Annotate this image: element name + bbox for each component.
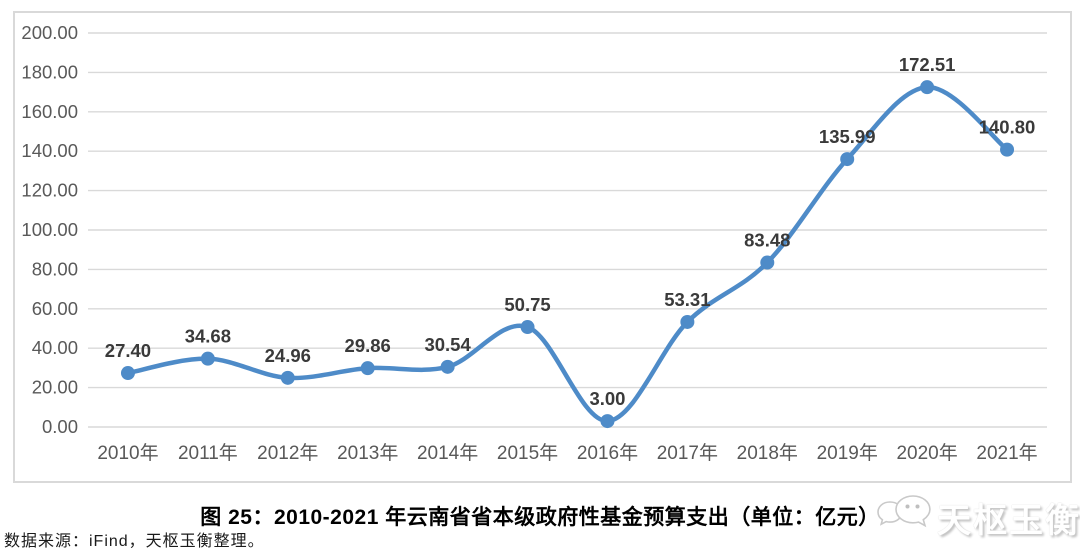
x-tick-label: 2013年 bbox=[337, 442, 398, 464]
data-point bbox=[760, 255, 775, 270]
chart-frame bbox=[13, 11, 1072, 483]
chart-caption: 图 25：2010-2021 年云南省省本级政府性基金预算支出（单位：亿元） bbox=[200, 506, 880, 529]
data-label: 24.96 bbox=[265, 345, 311, 366]
data-point bbox=[920, 80, 935, 95]
x-tick-label: 2019年 bbox=[817, 442, 878, 464]
data-point bbox=[600, 414, 615, 429]
y-tick-label: 60.00 bbox=[32, 298, 78, 319]
data-point bbox=[280, 370, 295, 385]
data-label: 27.40 bbox=[105, 340, 151, 361]
x-tick-label: 2012年 bbox=[257, 442, 318, 464]
data-label: 50.75 bbox=[504, 294, 550, 315]
y-tick-label: 160.00 bbox=[21, 101, 78, 122]
y-tick-label: 120.00 bbox=[21, 180, 78, 201]
data-label: 172.51 bbox=[899, 54, 956, 75]
y-tick-label: 180.00 bbox=[21, 61, 78, 82]
data-point bbox=[1000, 142, 1015, 157]
data-point bbox=[520, 320, 535, 335]
x-tick-label: 2018年 bbox=[737, 442, 798, 464]
y-tick-label: 200.00 bbox=[21, 22, 78, 43]
x-tick-label: 2011年 bbox=[178, 442, 238, 464]
data-point bbox=[360, 361, 375, 376]
x-tick-label: 2015年 bbox=[497, 442, 558, 464]
data-source-note: 数据来源：iFind，天枢玉衡整理。 bbox=[4, 533, 265, 550]
y-tick-label: 80.00 bbox=[32, 258, 78, 279]
data-point bbox=[200, 351, 215, 366]
data-label: 53.31 bbox=[664, 289, 710, 310]
y-tick-label: 0.00 bbox=[42, 416, 78, 437]
data-label: 34.68 bbox=[185, 326, 231, 347]
x-tick-label: 2016年 bbox=[577, 442, 638, 464]
data-label: 83.48 bbox=[744, 230, 790, 251]
data-label: 30.54 bbox=[424, 334, 471, 355]
data-point bbox=[120, 366, 135, 381]
data-label: 29.86 bbox=[345, 335, 391, 356]
x-tick-label: 2010年 bbox=[97, 442, 158, 464]
x-tick-label: 2020年 bbox=[896, 442, 957, 464]
data-label: 135.99 bbox=[819, 126, 876, 147]
x-tick-label: 2021年 bbox=[976, 442, 1037, 464]
data-point bbox=[680, 314, 695, 329]
y-tick-label: 20.00 bbox=[32, 377, 78, 398]
y-tick-label: 100.00 bbox=[21, 219, 78, 240]
data-point bbox=[440, 359, 455, 374]
data-point bbox=[840, 152, 855, 167]
y-tick-label: 40.00 bbox=[32, 337, 78, 358]
x-tick-label: 2017年 bbox=[657, 442, 718, 464]
data-label: 140.80 bbox=[979, 117, 1036, 138]
data-label: 3.00 bbox=[589, 388, 625, 409]
y-tick-label: 140.00 bbox=[21, 140, 78, 161]
x-tick-label: 2014年 bbox=[417, 442, 478, 464]
